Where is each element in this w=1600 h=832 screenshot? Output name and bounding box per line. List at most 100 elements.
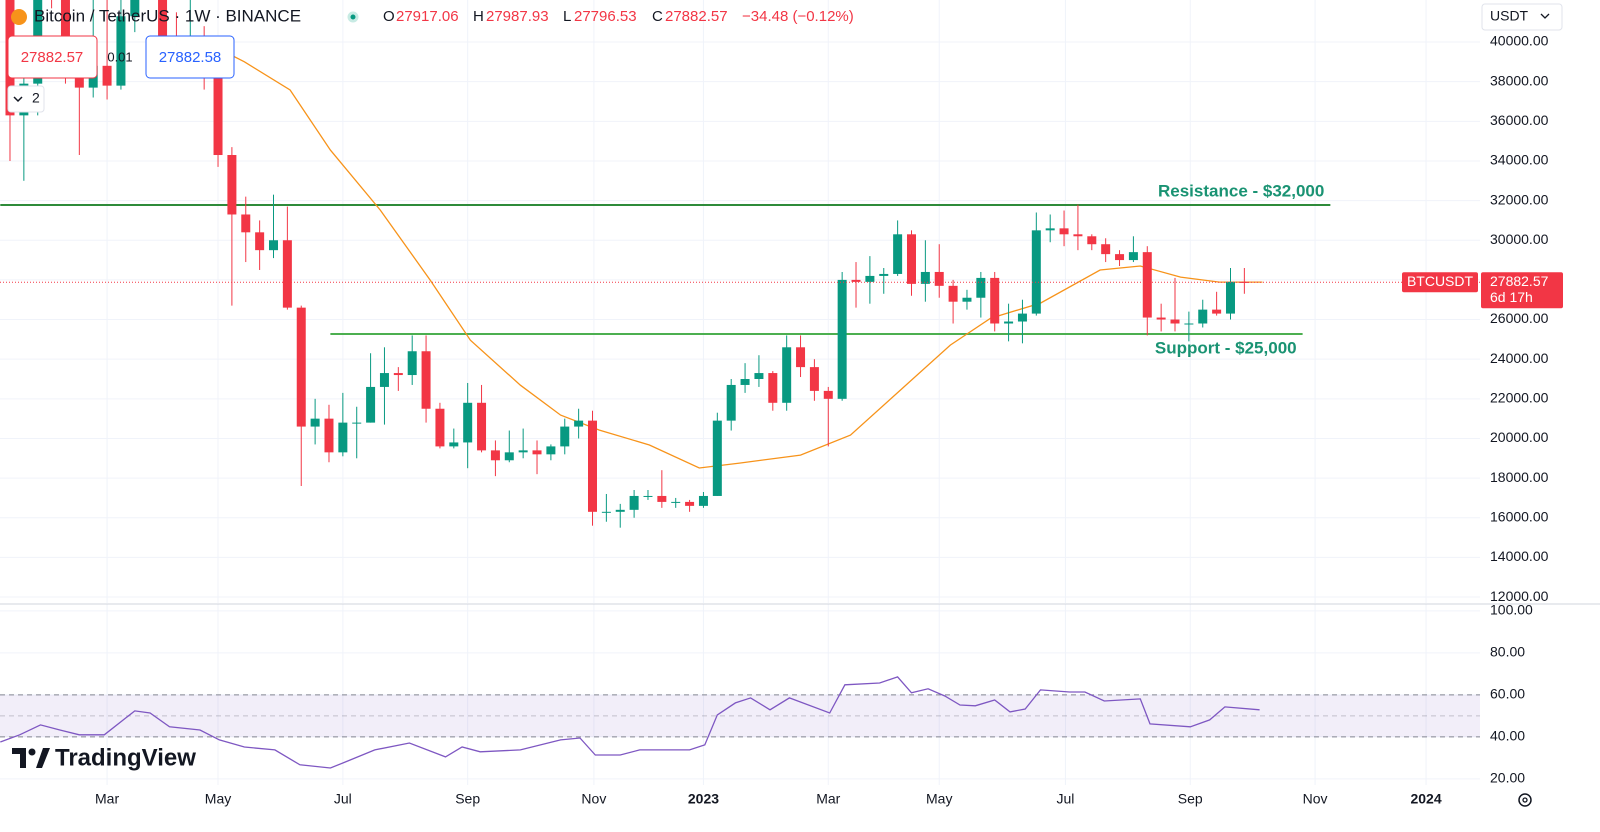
candle-body [1128,252,1138,261]
sell-button[interactable] [7,35,98,79]
buy-button[interactable] [145,35,235,79]
y-tick-label: 20000.00 [1490,429,1549,445]
candle-body [879,273,889,276]
candle-body [615,509,625,512]
candle-body [560,426,570,447]
candle-body [754,373,764,380]
symbol-tag-text: BTCUSDT [1407,273,1474,289]
candle-body [1004,321,1014,324]
price-tag-text: 27882.57 [1490,273,1549,289]
y-tick-label: 26000.00 [1490,310,1549,326]
candle-body [366,386,376,423]
x-tick-label: Jul [1056,791,1074,807]
ohlc-value: 27917.06 [396,8,459,25]
logo-mark [36,748,50,768]
candle-body [1239,281,1249,283]
x-tick-label: Mar [816,791,840,807]
order-panel: 27882.57 0.01 27882.58 2 [7,35,235,113]
y-tick-label: 36000.00 [1490,112,1549,128]
y-tick-label: 32000.00 [1490,191,1549,207]
candle-body [920,271,930,284]
level-label: Resistance - $32,000 [1158,181,1324,200]
logo-mark [12,748,26,768]
chevron [1540,13,1550,19]
y-tick-label: 14000.00 [1490,548,1549,564]
y-tick-label: 100.00 [1490,602,1533,618]
currency-button[interactable] [1481,3,1563,31]
y-tick-label: 30000.00 [1490,231,1549,247]
candle-body [893,234,903,274]
candle-body [490,450,500,461]
candle-body [837,279,847,399]
ohlc-label: H [473,8,484,25]
price-pane [0,0,1480,528]
candle-body [1045,228,1055,231]
candle-body [213,71,223,156]
legend-header: Bitcoin / TetherUS · 1W · BINANCE O 2791… [11,6,854,25]
x-tick-label: Nov [581,791,606,807]
ohlc-value: 27882.57 [665,8,728,25]
candle-body [518,450,528,453]
candle-body [1073,234,1083,237]
candle-body [712,420,722,496]
symbol-tag [1402,272,1478,293]
candle-body [657,495,667,502]
x-tick-label: Jul [334,791,352,807]
candle-body [1212,309,1222,314]
y-tick-label: 34000.00 [1490,152,1549,168]
candle-body [990,277,1000,324]
candle-body [601,511,611,513]
candle-body [976,277,986,298]
y-tick-label: 18000.00 [1490,469,1549,485]
candle-body [643,495,653,497]
buy-price: 27882.58 [159,49,222,66]
candle-body [809,367,819,391]
candle-body [823,390,833,399]
candle-body [685,501,695,506]
coin-icon [11,9,27,25]
x-tick-label: Sep [1178,791,1203,807]
candle-body [116,16,126,86]
candle-body [851,279,861,282]
y-tick-label: 20.00 [1490,770,1525,786]
y-tick-label: 24000.00 [1490,350,1549,366]
x-tick-label: May [926,791,952,807]
candle-body [726,384,736,421]
candle-body [629,495,639,510]
quantity: 0.01 [107,49,132,64]
candle-body [1059,228,1069,235]
x-tick-label: Nov [1303,791,1328,807]
candle-body [241,214,251,233]
candle-body [227,155,237,215]
sell-price: 27882.57 [21,49,84,66]
logo-mark [28,748,36,756]
candle-body [796,347,806,368]
candle-body [1184,323,1194,325]
ohlc-label: O [383,8,395,25]
logo: TradingView [12,744,196,771]
x-tick-label: May [205,791,231,807]
level-label: Support - $25,000 [1155,338,1297,357]
settings-button[interactable] [1518,793,1532,807]
candle-body [1087,236,1097,245]
countdown: 6d 17h [1490,289,1533,305]
market-status[interactable] [347,11,359,23]
candle-body [352,422,362,424]
candle-body [477,402,487,451]
candle-body [102,65,112,86]
gear [1518,793,1532,807]
candle-body [130,0,140,17]
y-tick-label: 16000.00 [1490,508,1549,524]
candle-body [698,495,708,506]
collapse-button[interactable] [7,85,45,113]
ohlc-label: C [652,8,663,25]
y-tick-label: 40.00 [1490,728,1525,744]
candle-body [1198,309,1208,324]
ohlc-value: 27796.53 [574,8,637,25]
rsi-pane [0,676,1480,769]
candle-body [934,271,944,286]
x-tick-label: Mar [95,791,119,807]
candle-body [504,452,514,461]
gear [1522,797,1528,803]
